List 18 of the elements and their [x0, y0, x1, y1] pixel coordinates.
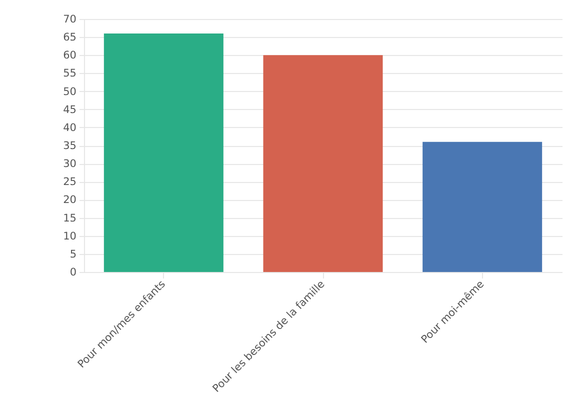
y-tick-label: 25: [63, 176, 76, 188]
y-tick-label: 45: [63, 104, 76, 116]
y-tick-label: 40: [63, 122, 76, 134]
y-tick-label: 0: [70, 266, 76, 278]
y-tick-label: 35: [63, 140, 76, 152]
bar: [422, 142, 542, 272]
y-tick-label: 55: [63, 68, 76, 80]
bar: [263, 55, 383, 272]
y-tick-label: 5: [70, 248, 76, 260]
y-tick-label: 65: [63, 32, 76, 44]
y-tick-label: 50: [63, 86, 76, 98]
y-tick-label: 70: [63, 14, 76, 26]
bar: [104, 33, 224, 272]
y-tick-label: 15: [63, 212, 76, 224]
y-tick-label: 20: [63, 194, 76, 206]
y-tick-label: 10: [63, 230, 76, 242]
y-tick-label: 60: [63, 50, 76, 62]
y-tick-label: 30: [63, 158, 76, 170]
